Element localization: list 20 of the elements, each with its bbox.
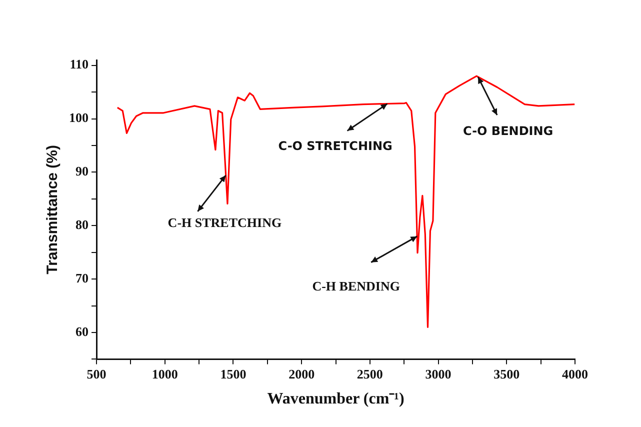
x-axis-title: Wavenumber (cm⁻¹) bbox=[267, 390, 404, 408]
annotation: C-O STRETCHING bbox=[278, 138, 392, 153]
x-tick-label: 3500 bbox=[494, 366, 520, 382]
x-tick-label: 2000 bbox=[288, 366, 315, 382]
x-tick-label: 4000 bbox=[562, 366, 588, 382]
y-tick-label: 80 bbox=[76, 216, 88, 232]
y-tick-label: 90 bbox=[76, 164, 88, 179]
x-tick-label: 3000 bbox=[425, 366, 452, 382]
y-tick-label: 60 bbox=[76, 324, 88, 339]
y-axis-title: Transmittance (%) bbox=[44, 144, 62, 274]
y-tick-label: 110 bbox=[70, 56, 88, 72]
annotation: C-O BENDING bbox=[462, 124, 554, 138]
y-tick-label: 100 bbox=[69, 110, 88, 126]
annotation: C-H STRETCHING bbox=[168, 214, 282, 230]
y-tick-label: 70 bbox=[76, 270, 88, 286]
x-tick-label: 500 bbox=[86, 366, 106, 382]
x-tick-label: 2500 bbox=[356, 366, 383, 382]
x-tick-label: 1000 bbox=[152, 366, 178, 382]
x-tick-label: 1500 bbox=[220, 366, 246, 382]
annotation: C-H BENDING bbox=[312, 278, 400, 294]
